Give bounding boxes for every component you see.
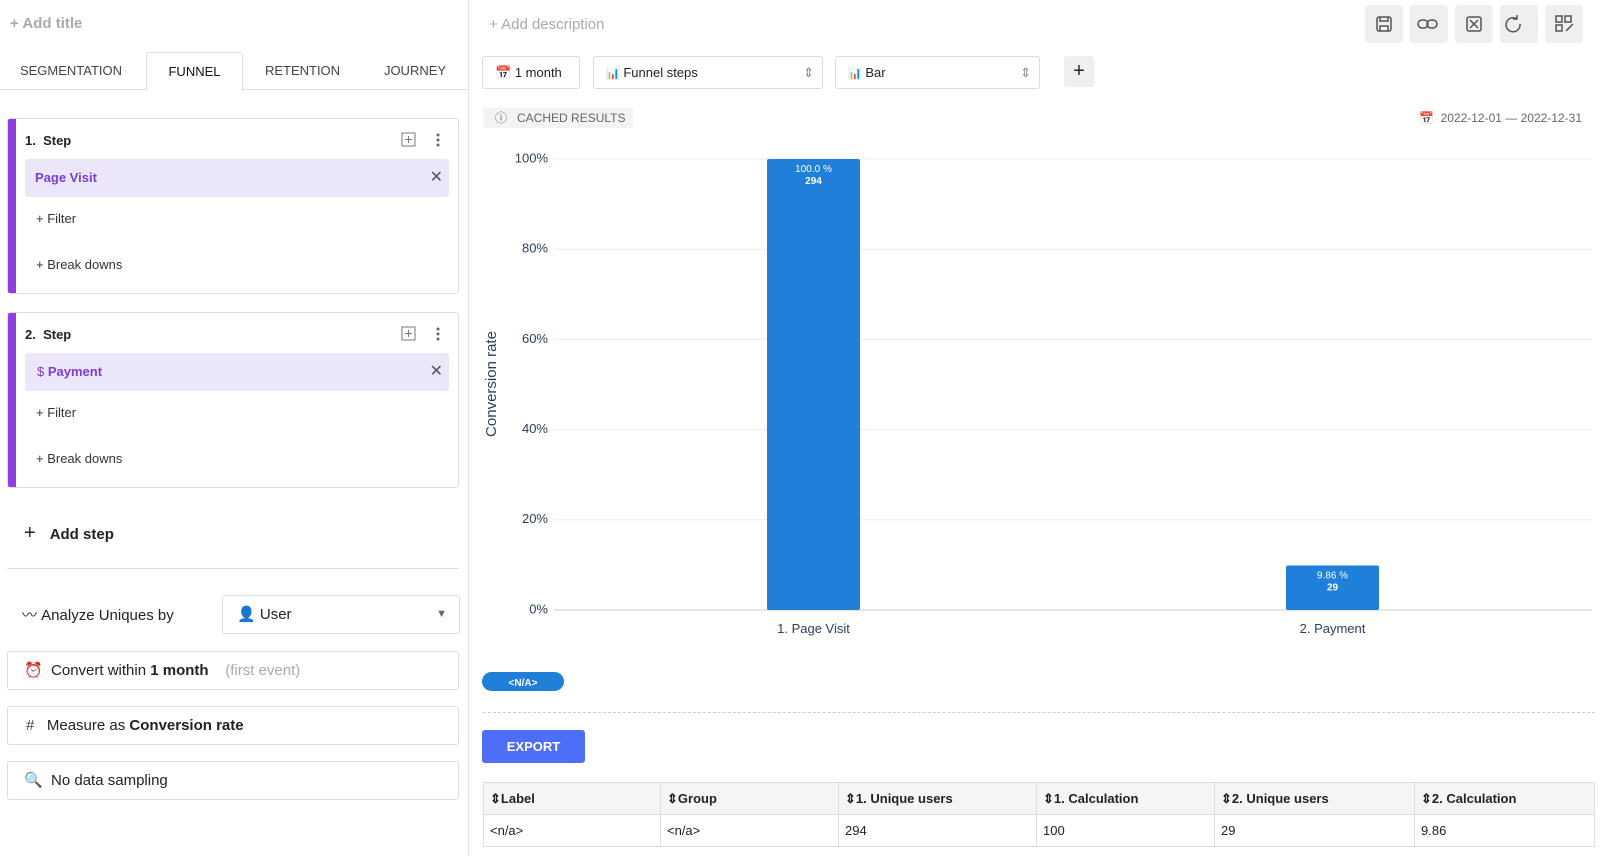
date-range: 📅 2022-12-01 — 2022-12-31 <box>1418 111 1582 125</box>
data-row: <n/a> <n/a> 294 100 29 9.86 <box>483 814 1595 847</box>
legend-pill <box>482 672 564 691</box>
tab[interactable]: JOURNEY <box>383 63 447 78</box>
add-button[interactable]: + <box>1064 56 1094 87</box>
step-card: 1. Step Page Visit ✕ + Filter + Break dow… <box>7 118 459 294</box>
sampling-text: No data sampling <box>51 772 168 789</box>
event-chip[interactable]: $ Payment ✕ <box>25 353 449 391</box>
step-number: 2. <box>25 327 36 342</box>
chart-type-select[interactable]: 📊 Bar ⇕ <box>835 56 1040 89</box>
tab-bar: SEGMENTATION FUNNEL RETENTION JOURNEY <box>0 52 468 91</box>
add-description[interactable]: + Add description <box>489 16 605 33</box>
header-text: Group <box>677 790 717 806</box>
step-label: Step <box>43 327 72 342</box>
x-tick-label: 1. Page Visit <box>777 621 850 636</box>
step-number: 1. <box>25 133 36 148</box>
period: 1 month <box>514 65 562 80</box>
measure-prefix: Measure as <box>46 717 126 734</box>
step-header: 1. Step <box>25 133 71 148</box>
add-breakdown[interactable]: + Break downs <box>36 257 123 272</box>
cached-badge: ⓘ CACHED RESULTS <box>483 108 633 128</box>
header-text: 1. Unique users <box>855 790 953 806</box>
cell: <n/a> <box>660 814 839 847</box>
tab-active[interactable]: FUNNEL <box>146 52 243 91</box>
convert-value: 1 month <box>150 662 209 679</box>
add-step[interactable]: + Add step <box>24 522 114 544</box>
add-step-label: Add step <box>49 526 114 543</box>
y-tick-label: 20% <box>522 511 548 526</box>
header-cell[interactable]: ⇕Label <box>483 782 661 815</box>
cell: <n/a> <box>483 814 661 847</box>
header-text: 2. Unique users <box>1231 790 1329 806</box>
header-text: 2. Calculation <box>1431 790 1517 806</box>
event-chip[interactable]: Page Visit ✕ <box>25 159 449 197</box>
event-name: Payment <box>47 364 103 379</box>
period-button[interactable]: 📅 1 month <box>482 56 580 89</box>
step-actions[interactable] <box>401 132 451 148</box>
value-label: 9.86 % <box>1317 571 1348 582</box>
y-tick-label: 60% <box>522 331 548 346</box>
save-button[interactable] <box>1365 5 1403 43</box>
convert-window[interactable]: ⏰ Convert within 1 month (first event) <box>7 651 459 690</box>
add-filter[interactable]: + Filter <box>36 211 77 226</box>
header-cell[interactable]: ⇕1. Unique users <box>838 782 1037 815</box>
step-actions[interactable] <box>401 326 451 342</box>
legend-label: <N/A> <box>509 678 538 689</box>
y-tick-label: 80% <box>522 241 548 256</box>
header-cell[interactable]: ⇕1. Calculation <box>1036 782 1215 815</box>
event-name: Page Visit <box>35 170 97 185</box>
cached-text: CACHED RESULTS <box>517 111 626 125</box>
value-label: 100.0 % <box>795 164 832 175</box>
y-tick-label: 100% <box>515 150 549 165</box>
bar <box>767 159 860 610</box>
analyze-value: User <box>259 606 292 623</box>
convert-note: (first event) <box>225 662 301 679</box>
tab[interactable]: SEGMENTATION <box>19 63 123 78</box>
view-select[interactable]: 📊 Funnel steps ⇕ <box>593 56 823 89</box>
header-text: Label <box>500 790 535 806</box>
cell: 294 <box>838 814 1037 847</box>
add-filter[interactable]: + Filter <box>36 405 77 420</box>
header-text: 1. Calculation <box>1053 790 1139 806</box>
y-axis-label: Conversion rate <box>483 331 500 437</box>
header-cell[interactable]: ⇕2. Calculation <box>1414 782 1595 815</box>
link-button[interactable] <box>1410 5 1448 43</box>
chart: Conversion rate 0% 20% 40% 60% 80% 100% 1. Pag… <box>482 150 1592 691</box>
count-label: 294 <box>805 176 822 187</box>
step-label: Step <box>43 133 72 148</box>
results-table: ⇕Label ⇕Group ⇕1. Unique users ⇕1. Calcu… <box>483 782 1595 847</box>
toolbar-icons <box>1376 15 1574 33</box>
bar <box>1286 565 1379 610</box>
measure[interactable]: # Measure as Conversion rate <box>7 706 459 745</box>
header-cell[interactable]: ⇕2. Unique users <box>1214 782 1415 815</box>
cell: 9.86 <box>1414 814 1595 847</box>
measure-value: Conversion rate <box>129 717 244 734</box>
tab[interactable]: RETENTION <box>264 63 341 78</box>
layout-button[interactable] <box>1545 5 1583 43</box>
add-title[interactable]: + Add title <box>10 15 83 32</box>
count-label: 29 <box>1327 583 1339 594</box>
cell: 29 <box>1214 814 1415 847</box>
convert-prefix: Convert within <box>51 662 147 679</box>
analyze-label: 〰 Analyze Uniques by <box>22 607 174 624</box>
event-icon: $ <box>37 364 45 379</box>
analyze-text: Analyze Uniques by <box>41 607 174 624</box>
step-header: 2. Step <box>25 327 71 342</box>
analyze-select[interactable]: 👤 User ▼ <box>222 595 460 634</box>
export-button[interactable]: EXPORT <box>482 730 585 763</box>
header-cell[interactable]: ⇕Group <box>660 782 839 815</box>
sampling[interactable]: 🔍 No data sampling <box>7 761 459 800</box>
x-tick-label: 2. Payment <box>1300 621 1366 636</box>
view: Funnel steps <box>623 65 698 80</box>
header-row: ⇕Label ⇕Group ⇕1. Unique users ⇕1. Calcu… <box>483 782 1595 815</box>
chart-type: Bar <box>865 65 886 80</box>
step-card: 2. Step $ Payment ✕ + Filter + Break down… <box>7 312 459 488</box>
y-tick-label: 0% <box>529 601 548 616</box>
y-tick-label: 40% <box>522 421 548 436</box>
date-range-text: 2022-12-01 — 2022-12-31 <box>1440 111 1582 125</box>
cell: 100 <box>1036 814 1215 847</box>
add-breakdown[interactable]: + Break downs <box>36 451 123 466</box>
sidebar: + Add title SEGMENTATION FUNNEL RETENTIO… <box>0 0 469 856</box>
